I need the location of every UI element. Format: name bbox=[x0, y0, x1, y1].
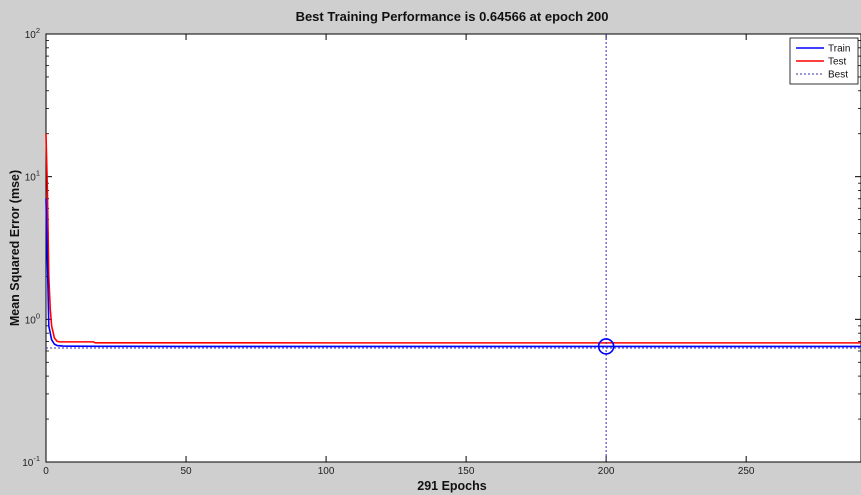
x-tick-label: 50 bbox=[180, 466, 192, 477]
x-tick-label: 200 bbox=[598, 466, 615, 477]
x-axis: 0 50 100 150 200 250 bbox=[43, 34, 755, 477]
series-line-test bbox=[45, 133, 861, 344]
y-tick-label: 10-1 bbox=[22, 454, 40, 469]
legend-label-best: Best bbox=[828, 70, 848, 81]
best-point-marker bbox=[597, 338, 615, 355]
x-axis-label: 291 Epochs bbox=[417, 479, 487, 493]
legend-label-train: Train bbox=[828, 44, 850, 55]
series-line-train bbox=[45, 198, 861, 348]
y-tick-label: 100 bbox=[25, 311, 40, 326]
y-axis-label: Mean Squared Error (mse) bbox=[8, 170, 22, 326]
x-tick-label: 150 bbox=[458, 466, 475, 477]
legend-label-test: Test bbox=[828, 57, 847, 68]
x-tick-label: 250 bbox=[738, 466, 755, 477]
plot-area bbox=[45, 33, 861, 463]
series-layer bbox=[45, 34, 861, 462]
x-tick-label: 100 bbox=[318, 466, 335, 477]
y-tick-label: 102 bbox=[25, 26, 40, 41]
x-tick-label: 0 bbox=[43, 466, 49, 477]
chart-title: Best Training Performance is 0.64566 at … bbox=[296, 9, 609, 24]
y-tick-label: 101 bbox=[25, 169, 40, 184]
legend: Train Test Best bbox=[789, 37, 859, 85]
